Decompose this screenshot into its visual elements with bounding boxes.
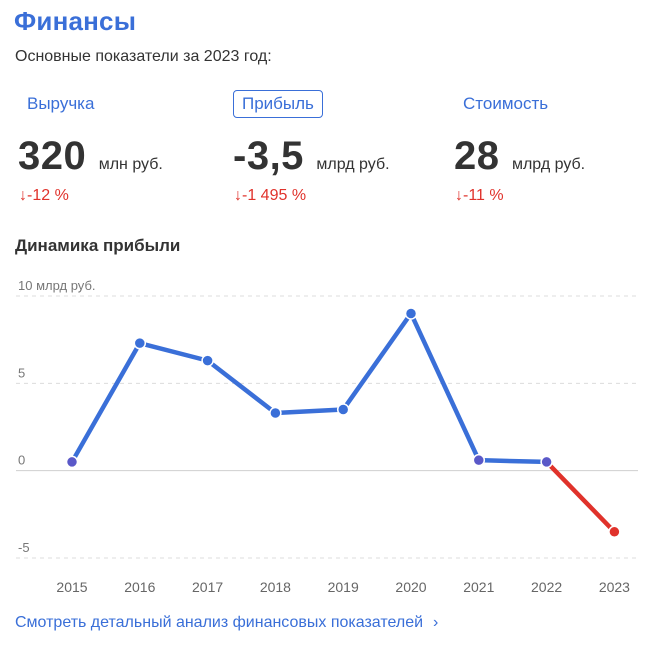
x-tick-label: 2023: [599, 579, 630, 595]
line-segment: [476, 457, 549, 465]
y-tick-label: -5: [18, 540, 30, 555]
metric-profit: Прибыль -3,5 млрд руб. ↓-1 495 %: [233, 90, 443, 205]
x-tick-label: 2016: [124, 579, 155, 595]
data-point: [201, 354, 214, 367]
x-tick-label: 2017: [192, 579, 223, 595]
line-segment: [69, 340, 143, 465]
metric-unit: млн руб.: [98, 156, 163, 173]
metric-cost: Стоимость 28 млрд руб. ↓-11 %: [454, 90, 652, 205]
tab-revenue[interactable]: Выручка: [27, 94, 95, 113]
metric-value: 28: [454, 134, 500, 178]
line-segment: [408, 311, 482, 463]
data-point: [133, 336, 147, 350]
metric-unit: млрд руб.: [316, 156, 390, 173]
metric-change: ↓-12 %: [19, 187, 69, 204]
data-point: [269, 406, 282, 420]
page-title: Финансы: [14, 6, 137, 36]
data-point: [336, 403, 350, 416]
chart-title: Динамика прибыли: [15, 236, 181, 255]
chevron-right-icon: ›: [433, 614, 439, 631]
metric-value-row: 28 млрд руб.: [454, 134, 652, 179]
tab-profit[interactable]: Прибыль: [233, 90, 323, 118]
page-subtitle: Основные показатели за 2023 год:: [15, 48, 272, 65]
metric-value-row: -3,5 млрд руб.: [233, 134, 443, 179]
negative-line-segment: [544, 459, 617, 535]
x-tick-label: 2018: [260, 579, 291, 595]
metric-revenue: Выручка 320 млн руб. ↓-12 %: [18, 90, 228, 205]
detailed-analysis-link[interactable]: Смотреть детальный анализ финансовых пок…: [15, 614, 438, 632]
metric-value-row: 320 млн руб.: [18, 134, 228, 179]
metric-change: ↓-11 %: [455, 187, 504, 204]
profit-line-chart: 10 млрд руб. 5 0 -5 2015 2016 2017 2018 2019 2020…: [16, 278, 638, 595]
data-point: [65, 455, 79, 469]
metric-value: -3,5: [233, 134, 304, 178]
data-point: [472, 453, 486, 467]
y-tick-label: 10 млрд руб.: [18, 278, 96, 293]
data-point: [404, 307, 418, 320]
x-tick-label: 2021: [463, 579, 494, 595]
line-segment: [273, 407, 346, 416]
x-tick-label: 2015: [56, 579, 87, 595]
data-point: [608, 525, 621, 539]
x-tick-label: 2020: [395, 579, 426, 595]
x-tick-label: 2019: [328, 579, 359, 595]
metric-change: ↓-1 495 %: [234, 187, 307, 204]
detailed-analysis-link-label: Смотреть детальный анализ финансовых пок…: [15, 614, 424, 631]
line-segment: [137, 340, 210, 363]
x-tick-label: 2022: [531, 579, 562, 595]
data-point: [540, 455, 553, 469]
y-tick-label: 5: [18, 365, 25, 380]
line-segment: [340, 311, 414, 412]
line-segment: [205, 358, 278, 416]
y-tick-label: 0: [18, 453, 25, 468]
tab-cost[interactable]: Стоимость: [463, 94, 549, 113]
metric-unit: млрд руб.: [511, 156, 586, 173]
metric-value: 320: [18, 134, 87, 178]
